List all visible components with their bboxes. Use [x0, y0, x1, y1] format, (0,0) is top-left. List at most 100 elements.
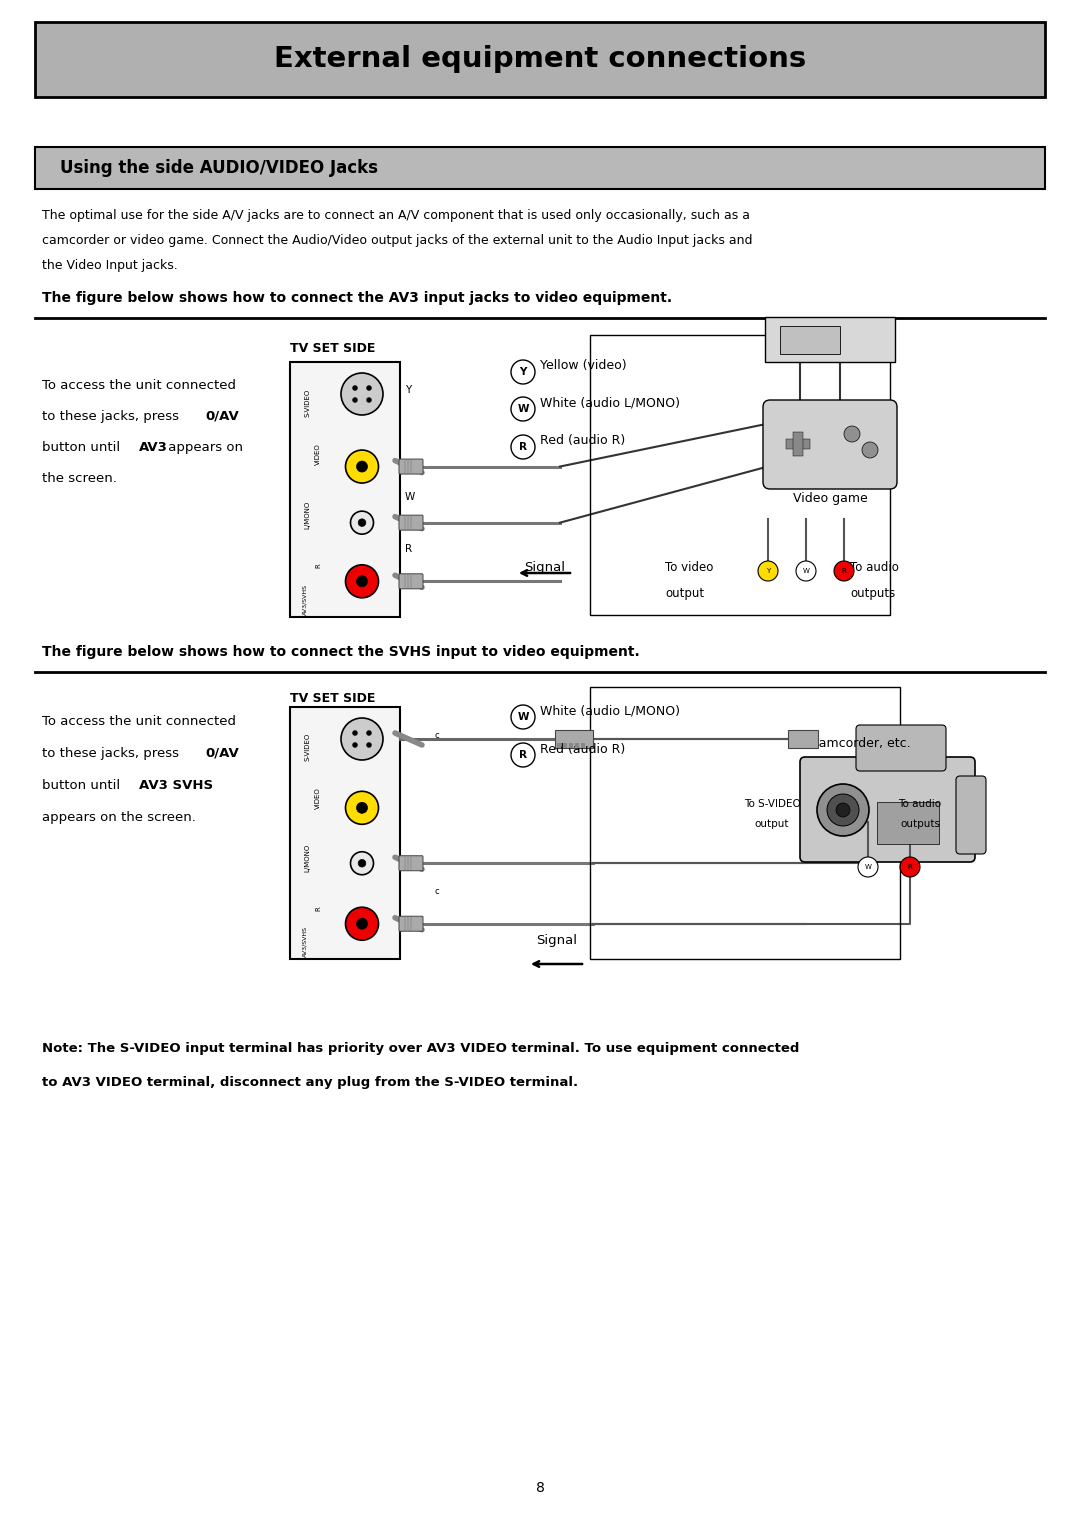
FancyBboxPatch shape	[762, 400, 897, 489]
FancyBboxPatch shape	[399, 460, 423, 473]
Bar	[291, 362, 400, 617]
Text: to these jacks, press: to these jacks, press	[42, 747, 184, 760]
Text: The figure below shows how to connect the AV3 input jacks to video equipment.: The figure below shows how to connect th…	[42, 292, 672, 305]
Text: Signal: Signal	[524, 560, 565, 574]
Text: W: W	[405, 492, 415, 501]
Text: AV3: AV3	[139, 441, 167, 454]
Circle shape	[827, 794, 859, 826]
Text: R: R	[907, 864, 913, 870]
Bar	[581, 744, 585, 748]
Text: L/MONO: L/MONO	[303, 844, 310, 872]
Bar	[569, 744, 573, 748]
Circle shape	[346, 791, 378, 825]
FancyBboxPatch shape	[800, 757, 975, 863]
Bar	[765, 318, 895, 362]
Bar	[35, 21, 1045, 98]
FancyBboxPatch shape	[856, 725, 946, 771]
Text: outputs: outputs	[850, 586, 895, 600]
Text: the screen.: the screen.	[42, 472, 117, 486]
Circle shape	[862, 441, 878, 458]
Text: TV SET SIDE: TV SET SIDE	[291, 692, 376, 705]
Text: S-VIDEO: S-VIDEO	[303, 389, 310, 417]
Text: AV3/SVHS: AV3/SVHS	[302, 583, 308, 615]
Bar	[877, 802, 939, 844]
Text: 0/AV: 0/AV	[205, 747, 239, 760]
Text: AV3/SVHS: AV3/SVHS	[302, 925, 308, 957]
Text: S-VIDEO: S-VIDEO	[303, 733, 310, 762]
Bar	[590, 687, 900, 959]
Circle shape	[356, 918, 367, 930]
Circle shape	[346, 907, 378, 941]
Circle shape	[366, 397, 372, 403]
Bar	[575, 744, 579, 748]
Text: output: output	[665, 586, 704, 600]
Text: 8: 8	[536, 1481, 544, 1495]
Text: Y: Y	[766, 568, 770, 574]
Text: button until: button until	[42, 779, 124, 793]
FancyBboxPatch shape	[399, 916, 423, 931]
Circle shape	[341, 373, 383, 415]
Text: To video: To video	[665, 560, 714, 574]
Circle shape	[359, 860, 366, 867]
Text: Video game: Video game	[793, 492, 867, 505]
Text: White (audio L/MONO): White (audio L/MONO)	[540, 397, 680, 409]
Bar	[291, 707, 400, 959]
Circle shape	[511, 705, 535, 728]
Circle shape	[341, 718, 383, 760]
Circle shape	[900, 857, 920, 876]
Circle shape	[511, 435, 535, 460]
Text: Y: Y	[519, 366, 527, 377]
Circle shape	[858, 857, 878, 876]
Text: appears on: appears on	[164, 441, 243, 454]
Text: output: output	[755, 818, 789, 829]
Circle shape	[359, 519, 366, 527]
Text: TV SET SIDE: TV SET SIDE	[291, 342, 376, 354]
Text: R: R	[315, 563, 321, 568]
Text: to AV3 VIDEO terminal, disconnect any plug from the S-VIDEO terminal.: to AV3 VIDEO terminal, disconnect any pl…	[42, 1077, 578, 1089]
FancyBboxPatch shape	[399, 515, 423, 530]
Text: R: R	[841, 568, 847, 574]
Text: button until: button until	[42, 441, 124, 454]
Circle shape	[351, 512, 374, 534]
Text: To access the unit connected: To access the unit connected	[42, 715, 237, 728]
Text: External equipment connections: External equipment connections	[274, 46, 806, 73]
Text: Red (audio R): Red (audio R)	[540, 742, 625, 756]
Circle shape	[352, 385, 357, 391]
Text: Using the side AUDIO/VIDEO Jacks: Using the side AUDIO/VIDEO Jacks	[60, 159, 378, 177]
Text: R: R	[315, 906, 321, 912]
Circle shape	[356, 461, 367, 472]
Circle shape	[352, 730, 357, 736]
Text: R: R	[405, 544, 413, 554]
Circle shape	[796, 560, 816, 580]
Circle shape	[816, 783, 869, 835]
Circle shape	[366, 730, 372, 736]
Text: Camcorder, etc.: Camcorder, etc.	[810, 738, 910, 750]
Circle shape	[352, 742, 357, 748]
Text: outputs: outputs	[900, 818, 940, 829]
Text: W: W	[802, 568, 809, 574]
FancyBboxPatch shape	[399, 855, 423, 870]
Text: camcorder or video game. Connect the Audio/Video output jacks of the external un: camcorder or video game. Connect the Aud…	[42, 234, 753, 247]
Circle shape	[366, 742, 372, 748]
Text: W: W	[517, 405, 529, 414]
Bar	[35, 147, 1045, 189]
Text: Signal: Signal	[536, 935, 577, 947]
Text: White (audio L/MONO): White (audio L/MONO)	[540, 704, 680, 718]
Text: VIDEO: VIDEO	[315, 443, 321, 464]
Circle shape	[511, 360, 535, 383]
Text: Red (audio R): Red (audio R)	[540, 435, 625, 447]
Circle shape	[836, 803, 850, 817]
Text: appears on the screen.: appears on the screen.	[42, 811, 195, 825]
Bar	[793, 432, 804, 457]
Circle shape	[511, 744, 535, 767]
Text: To audio: To audio	[899, 799, 942, 809]
Text: to these jacks, press: to these jacks, press	[42, 411, 184, 423]
Bar	[786, 438, 810, 449]
Circle shape	[834, 560, 854, 580]
Circle shape	[356, 576, 367, 586]
Text: AV3 SVHS: AV3 SVHS	[139, 779, 213, 793]
Text: Note: The S-VIDEO input terminal has priority over AV3 VIDEO terminal. To use eq: Note: The S-VIDEO input terminal has pri…	[42, 1041, 799, 1055]
Text: To S-VIDEO: To S-VIDEO	[744, 799, 800, 809]
Text: R: R	[519, 750, 527, 760]
Text: c: c	[435, 887, 440, 896]
